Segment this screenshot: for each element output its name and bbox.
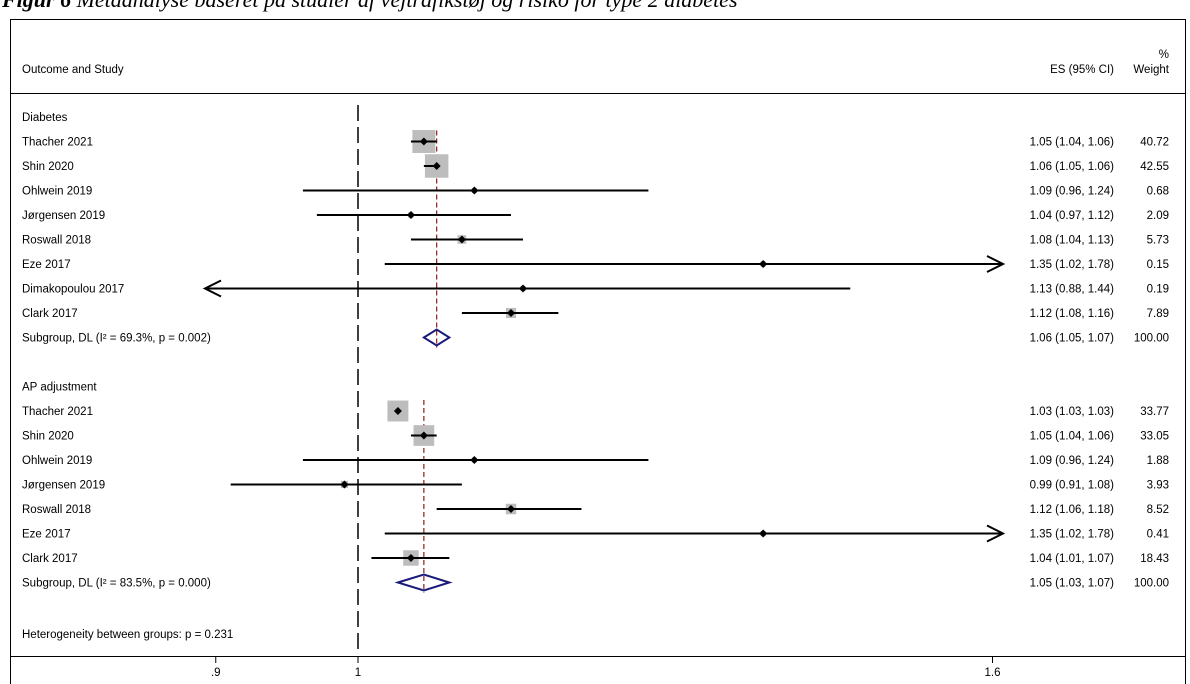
- axis-tick-label: 1: [355, 667, 361, 679]
- effect-size-ci: 1.13 (0.88, 1.44): [1030, 284, 1115, 296]
- point-estimate: [419, 137, 428, 146]
- study-name: Eze 2017: [22, 259, 71, 271]
- group-label: AP adjustment: [22, 382, 97, 394]
- study-weight: 0.68: [1147, 186, 1169, 198]
- effect-size-ci: 1.05 (1.04, 1.06): [1030, 431, 1115, 443]
- study-weight: 7.89: [1147, 308, 1169, 320]
- study-weight: 0.15: [1147, 259, 1169, 271]
- study-weight: 0.41: [1147, 529, 1169, 541]
- effect-size-ci: 0.99 (0.91, 1.08): [1030, 480, 1115, 492]
- point-estimate: [518, 284, 527, 293]
- subgroup-weight: 100.00: [1134, 578, 1169, 590]
- effect-size-ci: 1.12 (1.06, 1.18): [1030, 504, 1115, 516]
- header-es-column: ES (95% CI): [1050, 64, 1114, 76]
- study-name: Jørgensen 2019: [22, 210, 105, 222]
- header-weight-symbol: %: [1159, 49, 1169, 61]
- study-name: Jørgensen 2019: [22, 480, 105, 492]
- heterogeneity-note: Heterogeneity between groups: p = 0.231: [22, 629, 233, 641]
- point-estimate: [340, 480, 349, 489]
- header-study-column: Outcome and Study: [22, 64, 124, 76]
- subgroup-effect-size: 1.05 (1.03, 1.07): [1030, 578, 1115, 590]
- study-name: Shin 2020: [22, 161, 74, 173]
- subgroup-label: Subgroup, DL (I² = 69.3%, p = 0.002): [22, 333, 211, 345]
- study-weight: 42.55: [1140, 161, 1169, 173]
- effect-size-ci: 1.04 (1.01, 1.07): [1030, 553, 1115, 565]
- effect-size-ci: 1.05 (1.04, 1.06): [1030, 137, 1115, 149]
- point-estimate: [759, 529, 768, 538]
- point-estimate: [393, 407, 402, 415]
- group-label: Diabetes: [22, 112, 68, 124]
- effect-size-ci: 1.09 (0.96, 1.24): [1030, 455, 1115, 467]
- study-weight: 5.73: [1147, 235, 1169, 247]
- study-weight: 40.72: [1140, 137, 1169, 149]
- study-weight: 33.05: [1140, 431, 1169, 443]
- study-weight: 18.43: [1140, 553, 1169, 565]
- figure-caption: Figur 6 Metaanalyse baseret på studier a…: [2, 0, 738, 13]
- effect-size-ci: 1.12 (1.08, 1.16): [1030, 308, 1115, 320]
- effect-size-ci: 1.09 (0.96, 1.24): [1030, 186, 1115, 198]
- ci-arrow-right: [986, 524, 1006, 543]
- figure-label: Figur 6: [2, 0, 71, 12]
- study-name: Clark 2017: [22, 553, 78, 565]
- ci-arrow-left: [202, 279, 222, 298]
- study-name: Ohlwein 2019: [22, 455, 92, 467]
- pooled-diamond: [421, 328, 452, 347]
- effect-size-ci: 1.06 (1.05, 1.06): [1030, 161, 1115, 173]
- study-name: Thacher 2021: [22, 406, 93, 418]
- point-estimate: [457, 235, 466, 244]
- study-weight: 1.88: [1147, 455, 1169, 467]
- point-estimate: [759, 260, 768, 268]
- subgroup-label: Subgroup, DL (I² = 83.5%, p = 0.000): [22, 578, 211, 590]
- point-estimate: [506, 309, 515, 317]
- study-weight: 0.19: [1147, 284, 1169, 296]
- forest-marks: Diabetes Thacher 2021 1.05 (1.04, 1.06) 40.…: [22, 105, 1169, 679]
- study-name: Eze 2017: [22, 529, 71, 541]
- figure-title: Metaanalyse baseret på studier af vejtra…: [77, 0, 738, 12]
- study-name: Ohlwein 2019: [22, 186, 92, 198]
- pooled-diamond: [394, 573, 453, 592]
- point-estimate: [406, 554, 415, 562]
- study-name: Roswall 2018: [22, 235, 91, 247]
- study-weight: 8.52: [1147, 504, 1169, 516]
- point-estimate: [506, 505, 515, 513]
- effect-size-ci: 1.35 (1.02, 1.78): [1030, 529, 1115, 541]
- point-estimate: [419, 431, 428, 440]
- point-estimate: [406, 211, 415, 219]
- ci-arrow-right: [986, 255, 1006, 273]
- plot-frame: [10, 19, 1186, 684]
- axis-tick-label: 1.6: [985, 667, 1001, 679]
- effect-size-ci: 1.08 (1.04, 1.13): [1030, 235, 1115, 247]
- axis-tick-label: .9: [211, 667, 221, 679]
- point-estimate: [432, 162, 441, 170]
- study-name: Thacher 2021: [22, 137, 93, 149]
- study-weight: 33.77: [1140, 406, 1169, 418]
- study-name: Shin 2020: [22, 431, 74, 443]
- effect-size-ci: 1.04 (0.97, 1.12): [1030, 210, 1115, 222]
- effect-size-ci: 1.35 (1.02, 1.78): [1030, 259, 1115, 271]
- study-weight: 2.09: [1147, 210, 1169, 222]
- effect-size-ci: 1.03 (1.03, 1.03): [1030, 406, 1115, 418]
- header-weight-column: Weight: [1133, 64, 1169, 76]
- point-estimate: [470, 456, 479, 464]
- study-name: Roswall 2018: [22, 504, 91, 516]
- point-estimate: [470, 186, 479, 195]
- subgroup-effect-size: 1.06 (1.05, 1.07): [1030, 333, 1115, 345]
- study-name: Dimakopoulou 2017: [22, 284, 124, 296]
- study-weight: 3.93: [1147, 480, 1169, 492]
- study-name: Clark 2017: [22, 308, 78, 320]
- subgroup-weight: 100.00: [1134, 333, 1169, 345]
